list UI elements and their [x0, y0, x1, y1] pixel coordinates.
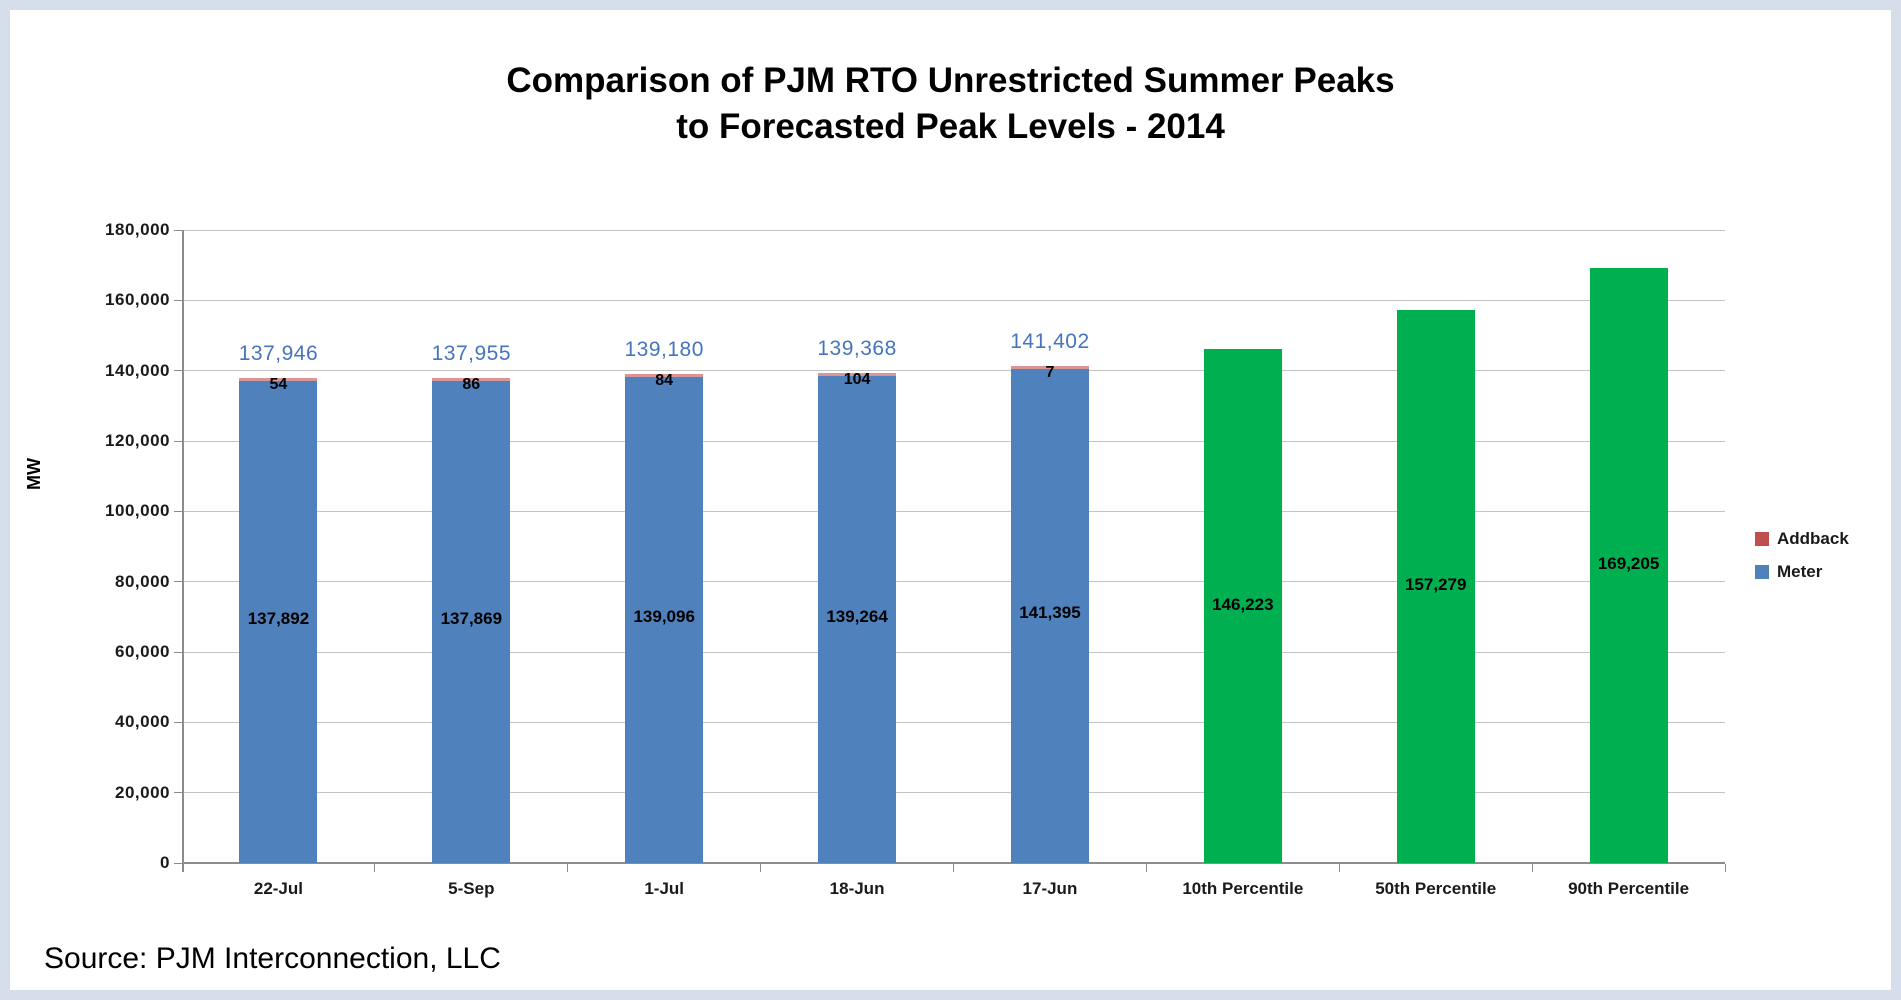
y-tick-label: 160,000 [105, 290, 170, 310]
label-bar-total: 137,955 [431, 341, 512, 365]
label-bar-meter: 139,096 [633, 607, 695, 627]
label-bar-meter: 137,869 [440, 609, 503, 629]
x-axis-tick [567, 864, 569, 872]
bar-forecast [1396, 309, 1475, 863]
label-bar-total: 141,402 [1010, 329, 1090, 353]
y-axis-tick [174, 299, 182, 301]
x-tick-label: 10th Percentile [1182, 879, 1304, 898]
label-bar-meter: 139,264 [826, 606, 888, 626]
bar-addback [625, 373, 704, 377]
x-axis-tick [1338, 864, 1340, 872]
y-axis-line [182, 230, 184, 872]
y-axis-tick [174, 862, 182, 864]
gridline [182, 721, 1725, 723]
x-axis-tick [760, 864, 762, 872]
y-axis-tick [174, 581, 182, 583]
label-bar-addback: 104 [843, 370, 871, 388]
label-bar-meter: 141,395 [1019, 603, 1081, 623]
bar-addback [432, 377, 511, 381]
y-tick-label: 20,000 [115, 782, 170, 802]
gridline [182, 370, 1725, 372]
bar-addback [818, 372, 897, 376]
legend-swatch-addback-icon [1755, 532, 1769, 546]
y-tick-label: 40,000 [115, 712, 170, 732]
label-bar-forecast: 169,205 [1597, 554, 1660, 574]
bar-meter [818, 375, 897, 863]
label-bar-forecast: 157,279 [1404, 575, 1467, 595]
label-bar-total: 137,946 [238, 341, 319, 365]
y-tick-label: 120,000 [105, 431, 170, 450]
chart-title-line2: to Forecasted Peak Levels - 2014 [676, 107, 1225, 146]
gridline [182, 651, 1725, 653]
label-bar-addback: 54 [269, 375, 288, 393]
x-axis-tick [953, 864, 954, 872]
x-axis-tick [1724, 864, 1726, 872]
chart-title-line1: Comparison of PJM RTO Unrestricted Summe… [506, 61, 1395, 100]
y-axis-tick [174, 651, 182, 653]
y-tick-label: 180,000 [105, 220, 170, 239]
x-tick-label: 17-Jun [1022, 879, 1078, 898]
y-axis-tick [174, 792, 182, 794]
gridline [182, 792, 1725, 794]
legend-label: Addback [1777, 529, 1849, 548]
legend-label: Meter [1777, 562, 1823, 581]
label-bar-total: 139,368 [817, 336, 897, 360]
bar-forecast [1203, 348, 1282, 863]
label-bar-addback: 7 [1045, 363, 1055, 381]
y-tick-label: 60,000 [115, 642, 170, 661]
legend: Addback Meter [1755, 529, 1849, 595]
y-tick-label: 0 [160, 853, 170, 872]
x-tick-label: 22-Jul [253, 879, 303, 898]
x-tick-label: 5-Sep [448, 879, 495, 898]
y-axis-tick [174, 721, 182, 723]
y-tick-label: 140,000 [105, 360, 170, 380]
x-axis-tick [181, 864, 183, 872]
y-tick-label: 100,000 [105, 501, 170, 521]
label-bar-addback: 86 [462, 375, 481, 393]
gridline [182, 229, 1725, 231]
x-tick-label: 50th Percentile [1375, 879, 1497, 898]
y-axis-tick [174, 370, 182, 372]
bar-meter [432, 380, 511, 863]
legend-swatch-meter-icon [1755, 565, 1769, 579]
gridline [182, 581, 1725, 583]
label-bar-total: 139,180 [624, 337, 704, 361]
x-axis-tick [1531, 864, 1533, 872]
label-bar-addback: 84 [655, 371, 674, 389]
x-axis-tick [1145, 864, 1147, 872]
x-tick-label: 1-Jul [644, 879, 685, 898]
chart-title: Comparison of PJM RTO Unrestricted Summe… [10, 58, 1891, 150]
x-axis-line [182, 862, 1725, 864]
bar-addback [239, 377, 318, 381]
legend-item-addback: Addback [1755, 529, 1849, 549]
bar-meter [625, 376, 704, 863]
y-tick-label: 80,000 [115, 571, 170, 591]
plot-area: 0 20,000 40,000 60,000 80,000 100,000 120,000 1… [10, 10, 1891, 990]
bar-forecast [1589, 267, 1668, 863]
y-axis-tick [174, 229, 182, 231]
x-tick-label: 90th Percentile [1568, 879, 1690, 898]
x-axis-tick [374, 864, 376, 872]
bar-meter [239, 380, 318, 863]
label-bar-forecast: 146,223 [1212, 594, 1274, 614]
bar-addback [1010, 365, 1089, 369]
legend-item-meter: Meter [1755, 562, 1849, 582]
bar-meter [1010, 368, 1089, 863]
gridline [182, 440, 1725, 442]
source-text: Source: PJM Interconnection, LLC [44, 942, 501, 975]
x-tick-label: 18-Jun [829, 879, 885, 898]
gridline [182, 510, 1725, 512]
y-axis-tick [174, 510, 182, 512]
label-bar-meter: 137,892 [247, 609, 310, 629]
gridline [182, 299, 1725, 301]
y-axis-tick [174, 440, 182, 442]
